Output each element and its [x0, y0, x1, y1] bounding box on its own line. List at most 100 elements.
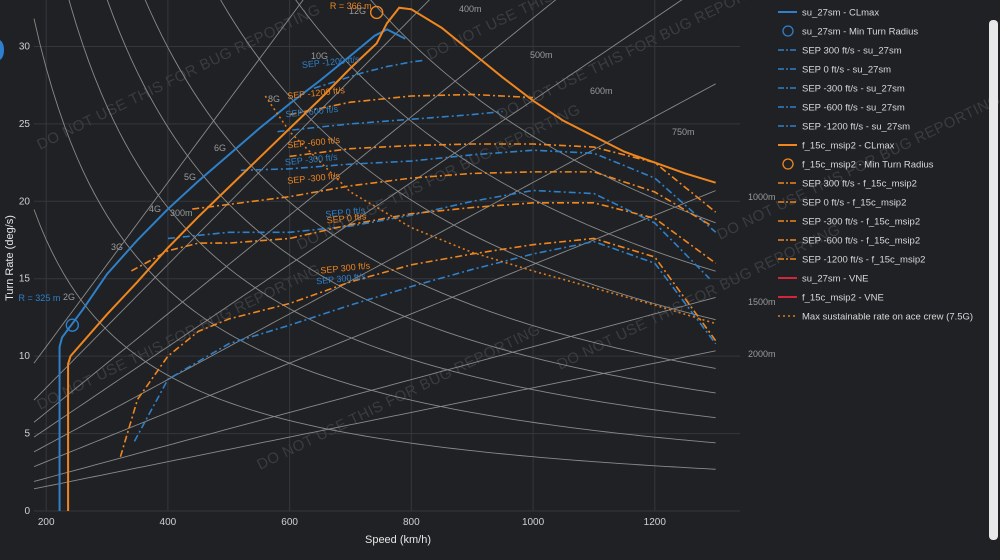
sep-label: SEP -300 ft/s: [284, 152, 338, 168]
su-min-radius-label: R = 325 m: [19, 293, 61, 303]
legend-item[interactable]: su_27sm - CLmax: [778, 8, 879, 19]
x-tick-label: 600: [281, 517, 298, 528]
y-tick-label: 0: [24, 506, 30, 517]
g-label: 6G: [214, 143, 226, 153]
f15-min-radius-label: R = 366 m: [330, 1, 372, 11]
legend-item[interactable]: su_27sm - Min Turn Radius: [782, 25, 918, 38]
g-iso-line: [220, 0, 716, 321]
legend-label: Max sustainable rate on ace crew (7.5G): [802, 312, 973, 323]
y-tick-label: 15: [19, 274, 31, 285]
min-turn-radius-marker: [65, 318, 80, 332]
radius-label: 400m: [459, 4, 482, 14]
legend-label: SEP -600 ft/s - f_15c_msip2: [802, 236, 920, 247]
legend[interactable]: su_27sm - CLmax su_27sm - Min Turn Radius…: [778, 8, 973, 323]
legend-item[interactable]: SEP -600 ft/s - f_15c_msip2: [778, 236, 920, 247]
g-label: 5G: [184, 172, 196, 182]
legend-label: SEP 300 ft/s - f_15c_msip2: [802, 179, 917, 190]
series-line: [119, 237, 717, 458]
legend-label: f_15c_msip2 - VNE: [802, 293, 884, 304]
x-tick-label: 400: [160, 517, 177, 528]
x-tick-label: 800: [403, 517, 420, 528]
iso-lines: 300m 400m 500m 600m 750m 1000m 1500m 2000m 2G 3G 4…: [33, 0, 776, 490]
radius-iso-line: [33, 296, 716, 482]
legend-label: su_27sm - CLmax: [802, 8, 879, 19]
sep-label: SEP -1200 ft/s: [287, 85, 346, 101]
y-tick-label: 25: [19, 119, 31, 130]
grid-lines: 200 400 600 800 1000 1200 0 5 10 15 20 25 30: [19, 0, 740, 528]
legend-label: SEP 300 ft/s - su_27sm: [802, 46, 902, 57]
watermark-text: DO NOT USE THIS FOR BUG REPORTING: [34, 261, 323, 414]
g-label: 2G: [63, 292, 75, 302]
legend-label: SEP -300 ft/s - f_15c_msip2: [802, 217, 920, 228]
radius-iso-line: [33, 0, 557, 423]
radius-label: 600m: [590, 86, 613, 96]
legend-item[interactable]: SEP 0 ft/s - f_15c_msip2: [778, 198, 906, 209]
series-line: [313, 59, 424, 90]
legend-label: SEP 0 ft/s - f_15c_msip2: [802, 198, 906, 209]
y-axis-title: Turn Rate (deg/s): [4, 215, 16, 301]
series-line: [58, 28, 406, 511]
series-line: [289, 93, 534, 116]
series-line: [130, 202, 717, 272]
legend-scrollbar[interactable]: [989, 20, 998, 540]
g-iso-line: [33, 18, 716, 444]
legend-item[interactable]: f_15c_msip2 - VNE: [778, 293, 884, 304]
radius-label: 2000m: [748, 349, 776, 359]
series-line: [133, 240, 717, 442]
radius-iso-line: [33, 0, 304, 364]
sep-label: SEP 0 ft/s: [326, 211, 367, 225]
radius-iso-line: [33, 190, 716, 468]
g-iso-line: [144, 0, 716, 369]
series-line: [167, 189, 711, 280]
legend-label: SEP 0 ft/s - su_27sm: [802, 65, 891, 76]
radius-label: 1000m: [748, 192, 776, 202]
g-iso-line: [68, 0, 716, 419]
series-line: [192, 171, 710, 226]
legend-label: SEP -1200 ft/s - f_15c_msip2: [802, 255, 925, 266]
min-turn-radius-marker: [369, 5, 384, 20]
series-layer: [58, 5, 717, 511]
legend-item[interactable]: SEP -300 ft/s - su_27sm: [778, 84, 905, 95]
y-tick-label: 5: [24, 429, 30, 440]
y-tick-label: 10: [19, 351, 31, 362]
series-line: [67, 6, 716, 511]
legend-label: SEP -1200 ft/s - su_27sm: [802, 122, 910, 133]
legend-label: SEP -300 ft/s - su_27sm: [802, 84, 905, 95]
legend-item[interactable]: SEP 300 ft/s - su_27sm: [778, 46, 902, 57]
radius-iso-line: [33, 83, 716, 453]
y-tick-label: 20: [19, 196, 31, 207]
series-line: [277, 110, 503, 133]
legend-label: f_15c_msip2 - Min Turn Radius: [802, 160, 934, 171]
g-label: 4G: [149, 204, 161, 214]
series-line: [240, 149, 717, 233]
legend-label: su_27sm - VNE: [802, 274, 869, 285]
legend-item[interactable]: SEP -600 ft/s - su_27sm: [778, 103, 905, 114]
legend-item[interactable]: f_15c_msip2 - Min Turn Radius: [782, 158, 934, 171]
series-line: [264, 95, 716, 325]
radius-label: 750m: [672, 127, 695, 137]
axes: Speed (km/h) Turn Rate (deg/s): [4, 215, 431, 546]
modebar-knob[interactable]: [0, 40, 4, 60]
x-tick-label: 1200: [644, 517, 667, 528]
legend-item[interactable]: su_27sm - VNE: [778, 274, 869, 285]
legend-swatch: [782, 158, 794, 170]
x-tick-label: 200: [38, 517, 55, 528]
legend-item[interactable]: Max sustainable rate on ace crew (7.5G): [778, 312, 973, 323]
g-iso-line: [370, 0, 716, 224]
g-label: 3G: [111, 242, 123, 252]
sep-label: SEP 0 ft/s: [325, 205, 366, 219]
radius-label: 500m: [530, 50, 553, 60]
legend-label: SEP -600 ft/s - su_27sm: [802, 103, 905, 114]
legend-item[interactable]: SEP -1200 ft/s - f_15c_msip2: [778, 255, 925, 266]
legend-item[interactable]: SEP 0 ft/s - su_27sm: [778, 65, 891, 76]
legend-item[interactable]: SEP 300 ft/s - f_15c_msip2: [778, 179, 917, 190]
x-axis-title: Speed (km/h): [365, 534, 431, 546]
radius-label: 300m: [170, 208, 193, 218]
legend-item[interactable]: SEP -1200 ft/s - su_27sm: [778, 122, 910, 133]
legend-item[interactable]: SEP -300 ft/s - f_15c_msip2: [778, 217, 920, 228]
legend-label: f_15c_msip2 - CLmax: [802, 141, 895, 152]
g-label: 12G: [349, 6, 366, 16]
legend-item[interactable]: f_15c_msip2 - CLmax: [778, 141, 895, 152]
